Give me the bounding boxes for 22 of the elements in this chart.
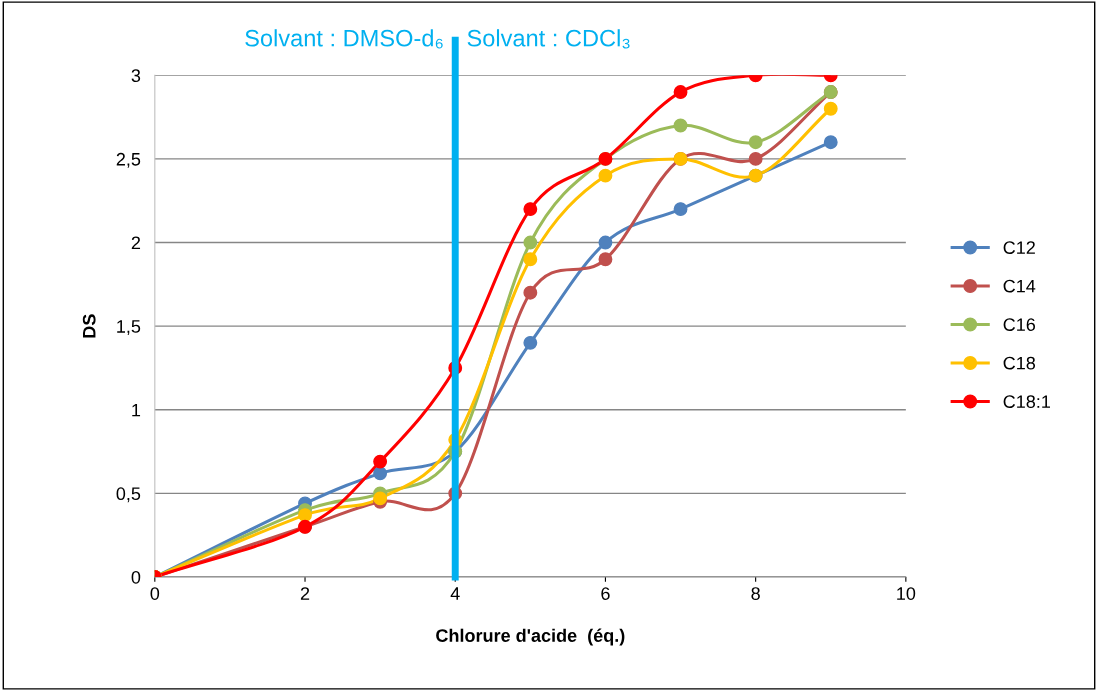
- x-tick-label: 10: [897, 587, 916, 600]
- legend-label: C18:1: [1003, 395, 1050, 408]
- y-axis-title: DS: [82, 314, 96, 338]
- legend-label: C12: [1003, 241, 1035, 254]
- y-tick-label: 2: [131, 236, 141, 250]
- legend-label: C18: [1003, 356, 1036, 370]
- x-tick-label: 6: [601, 587, 610, 600]
- x-tick-label: 2: [300, 587, 310, 600]
- x-tick-label: 8: [751, 587, 760, 600]
- y-tick-label: 1: [132, 403, 141, 417]
- legend-label: C14: [1003, 279, 1036, 293]
- x-tick-label: 4: [450, 587, 460, 600]
- legend-label: C16: [1003, 318, 1036, 331]
- text: Solvant : CDCl₃: [467, 29, 630, 49]
- text: Solvant : DMSO-d₆: [245, 29, 443, 49]
- y-tick-label: 0,5: [116, 487, 141, 503]
- y-tick-label: 3: [131, 69, 141, 83]
- x-tick-label: 0: [150, 587, 160, 600]
- y-tick-label: 2,5: [116, 152, 141, 168]
- x-axis-title: Chlorure d'acide (éq.): [436, 628, 625, 646]
- y-tick-label: 0: [131, 570, 141, 584]
- y-tick-label: 1,5: [117, 320, 141, 335]
